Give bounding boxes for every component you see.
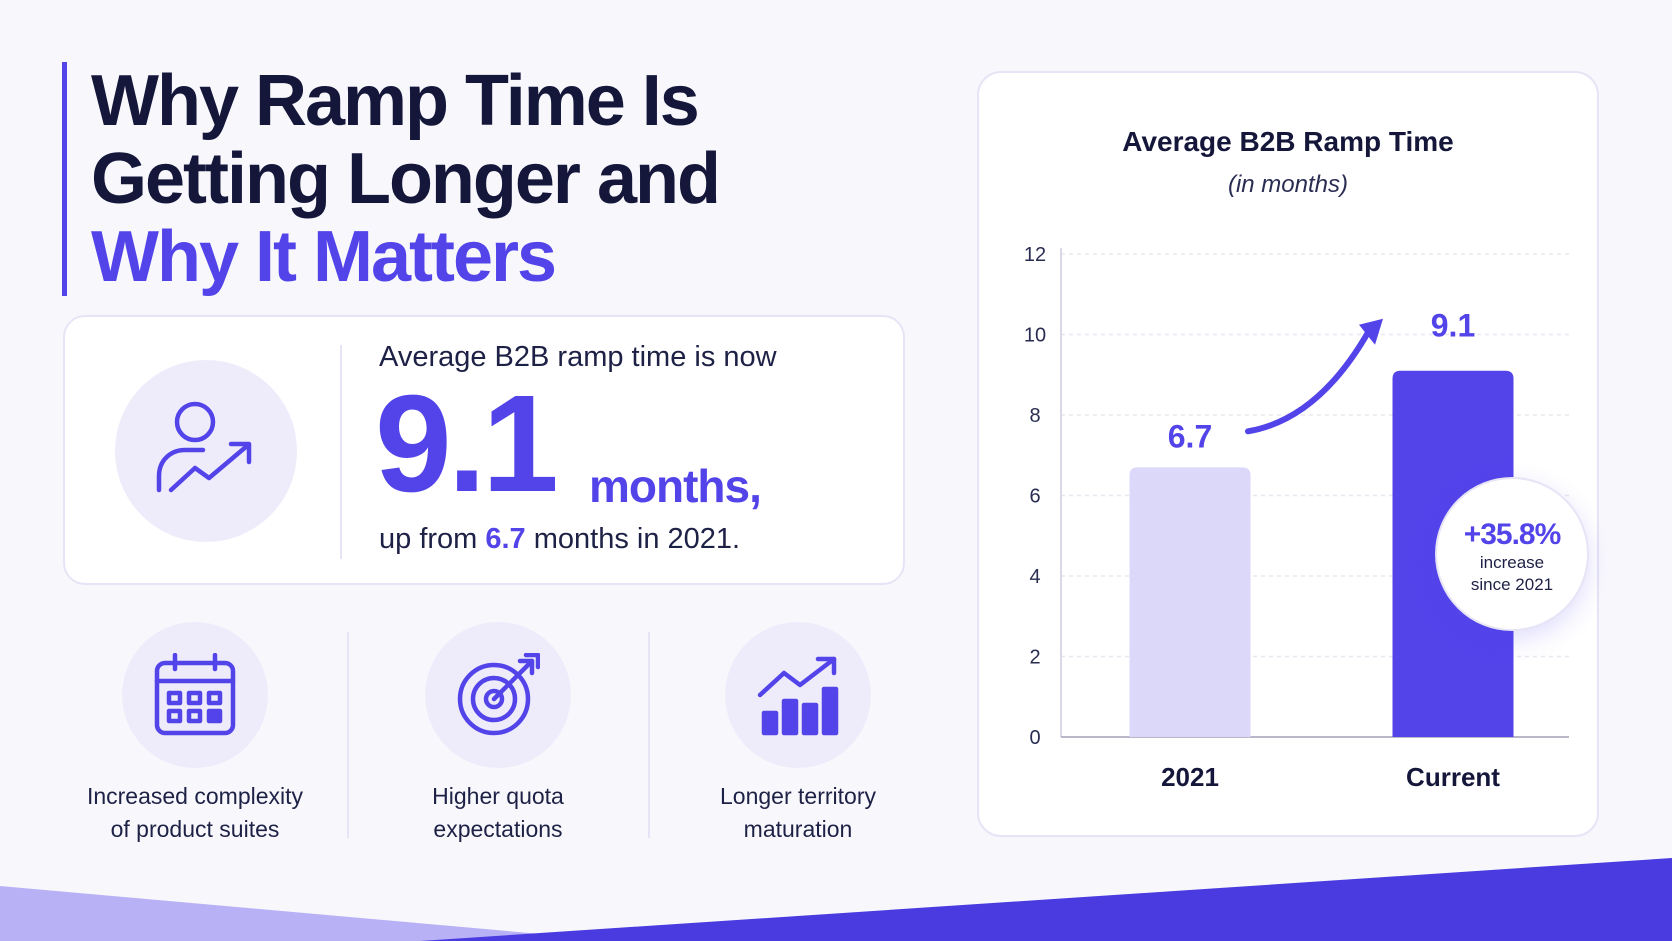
factor-territory-maturation: Longer territory maturation <box>663 622 933 846</box>
stat-subtext: up from 6.7 months in 2021. <box>379 523 740 556</box>
trend-arrow <box>1245 327 1372 435</box>
stat-unit: months, <box>589 460 762 512</box>
trend-arrowhead <box>1359 318 1383 345</box>
stat-sub-value: 6.7 <box>485 523 526 555</box>
factor-higher-quota: Higher quota expectations <box>363 622 633 846</box>
stat-sub-prefix: up from <box>379 523 486 555</box>
title-line-2: Getting Longer and <box>91 139 721 219</box>
title-line-3: Why It Matters <box>91 217 557 297</box>
badge-percentage: +35.8% <box>1463 518 1562 551</box>
ramp-time-chart-card: Average B2B Ramp Time (in months) 0 2 4 6 8 1… <box>977 71 1599 837</box>
factor-label: Longer territory maturation <box>720 783 876 842</box>
bar-chart: 0 2 4 6 8 10 12 6.7 2021 9.1 Current <box>1024 244 1569 792</box>
factor-divider <box>648 632 650 838</box>
ramp-time-stat-card: Average B2B ramp time is now 9.1 months,… <box>63 315 905 585</box>
data-label: 9.1 <box>1431 308 1475 344</box>
bottom-decorative-band <box>0 858 1672 941</box>
y-tick-label: 12 <box>1024 244 1046 266</box>
data-label: 6.7 <box>1168 418 1212 454</box>
calendar-icon <box>122 622 268 768</box>
y-tick-label: 2 <box>1029 647 1040 669</box>
stat-lead-text: Average B2B ramp time is now <box>379 341 777 373</box>
factor-label: Increased complexity of product suites <box>86 783 304 842</box>
stat-value: 9.1 <box>375 367 559 521</box>
stat-divider <box>340 345 342 559</box>
y-tick-label: 4 <box>1029 566 1040 588</box>
stat-sub-suffix: months in 2021. <box>525 523 741 555</box>
y-tick-label: 6 <box>1029 486 1040 508</box>
factor-divider <box>347 632 349 838</box>
y-tick-label: 10 <box>1024 325 1046 347</box>
y-tick-label: 0 <box>1029 727 1040 749</box>
chart-subtitle: (in months) <box>1227 171 1349 198</box>
x-tick-label: 2021 <box>1161 762 1219 792</box>
growth-bars-icon <box>725 622 871 768</box>
y-tick-label: 8 <box>1029 405 1040 427</box>
person-growth-icon <box>115 360 297 542</box>
factor-label: Higher quota expectations <box>432 783 564 842</box>
target-icon <box>425 622 571 768</box>
badge-text: increase since 2021 <box>1470 553 1554 594</box>
title-line-1: Why Ramp Time Is <box>91 61 700 141</box>
factor-product-complexity: Increased complexity of product suites <box>60 622 330 846</box>
bar <box>1129 467 1251 737</box>
increase-badge: +35.8% increase since 2021 <box>1435 477 1589 631</box>
chart-title: Average B2B Ramp Time <box>1122 126 1454 157</box>
page-title: Why Ramp Time Is Getting Longer and Why … <box>62 62 782 296</box>
x-tick-label: Current <box>1406 762 1500 792</box>
